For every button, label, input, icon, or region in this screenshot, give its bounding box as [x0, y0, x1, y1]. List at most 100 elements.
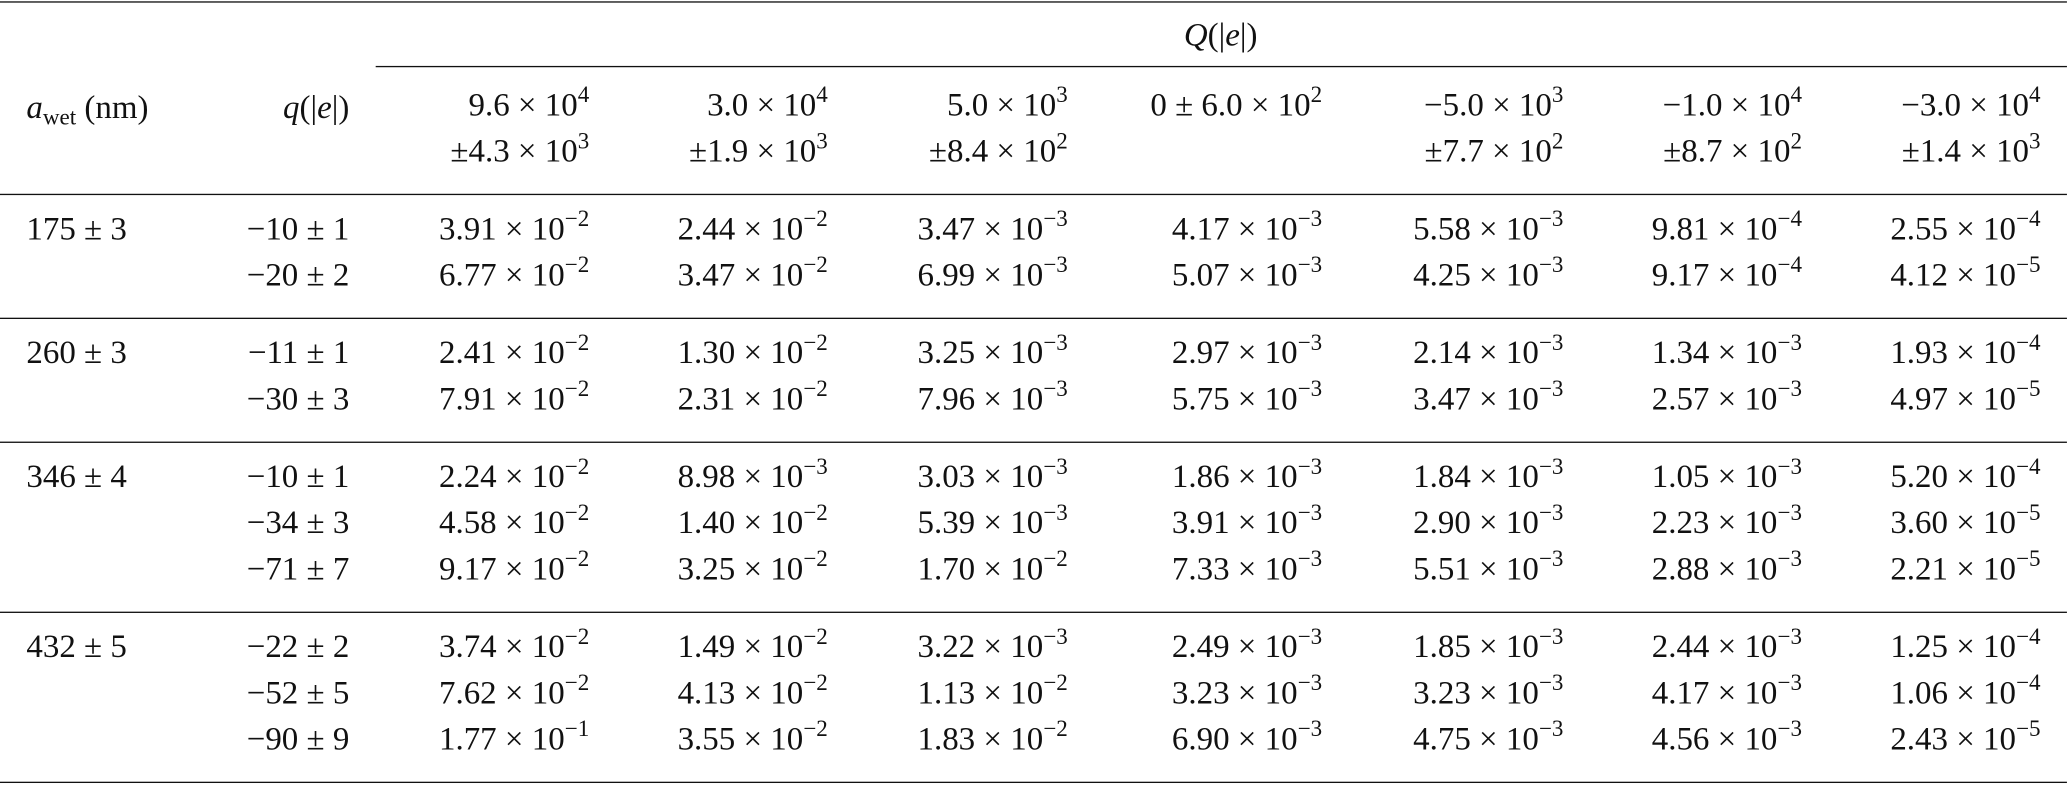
- text-part: 1.49 × 10: [677, 629, 804, 666]
- text-part: −3: [1538, 205, 1564, 232]
- column-header: 3.0 × 104: [707, 83, 828, 122]
- text-part: 4.25 × 10: [1413, 257, 1539, 294]
- text-part: 1.70 × 10: [917, 551, 1044, 588]
- text-part: −3: [1297, 205, 1323, 232]
- text-part: (|: [1207, 17, 1226, 54]
- text-part: −4: [1777, 251, 1802, 278]
- value-cell: 5.75 × 10−3: [1172, 377, 1322, 416]
- text-part: 0 ± 6.0 × 10: [1150, 87, 1311, 124]
- text-part: 2.97 × 10: [1171, 335, 1298, 372]
- text-part: 2.31 × 10: [677, 381, 804, 418]
- text-part: −4: [2016, 453, 2041, 480]
- value-cell: 3.60 × 10−5: [1890, 501, 2040, 540]
- text-part: 3.23 × 10: [1413, 675, 1539, 712]
- value-cell: 6.99 × 10−3: [917, 253, 1067, 294]
- text-part: 4: [1790, 81, 1802, 108]
- text-part: −2: [564, 623, 590, 650]
- text-part: |): [331, 90, 350, 126]
- column-header: 0 ± 6.0 × 102: [1150, 83, 1322, 124]
- text-part: 7.62 × 10: [438, 675, 565, 712]
- text-part: (nm): [76, 90, 149, 126]
- value-cell: 4.58 × 10−2: [439, 501, 589, 540]
- text-part: −3: [1777, 715, 1802, 742]
- text-part: −2: [803, 205, 828, 232]
- value-cell: 3.22 × 10−3: [917, 625, 1067, 664]
- text-part: −2: [564, 545, 590, 572]
- text-part: 2: [1310, 81, 1323, 108]
- column-header: −1.0 × 104: [1663, 83, 1802, 122]
- text-part: 175 ± 3: [26, 211, 127, 248]
- column-header: −3.0 × 104: [1901, 83, 2040, 124]
- value-cell: 3.23 × 10−3: [1413, 671, 1563, 712]
- text-part: −3: [803, 453, 828, 480]
- value-cell: 8.98 × 10−3: [678, 455, 828, 494]
- text-part: −2: [564, 669, 590, 696]
- column-header: ±4.3 × 103: [450, 129, 589, 168]
- text-part: −5: [2016, 715, 2041, 742]
- value-cell: 1.77 × 10−1: [439, 717, 589, 756]
- text-part: 3.25 × 10: [677, 551, 804, 588]
- value-cell: 4.17 × 10−3: [1171, 207, 1322, 248]
- text-part: −5: [2016, 251, 2041, 278]
- text-part: −2: [803, 251, 828, 278]
- text-part: 1.25 × 10: [1890, 629, 2017, 666]
- text-part: 260 ± 3: [26, 335, 127, 372]
- a-wet-header: awet (nm): [26, 90, 149, 129]
- text-part: 6.99 × 10: [917, 257, 1044, 294]
- text-part: −3: [1538, 715, 1564, 742]
- value-cell: 1.86 × 10−3: [1172, 455, 1322, 494]
- text-part: −3.0 × 10: [1901, 87, 2030, 124]
- text-part: −2: [564, 375, 590, 402]
- text-part: 4.17 × 10: [1171, 211, 1298, 248]
- top-rule: [0, 1, 2067, 4]
- text-part: −3: [1297, 545, 1323, 572]
- column-header: ±7.7 × 102: [1425, 129, 1564, 168]
- text-part: −3: [1043, 205, 1068, 232]
- q-value: −34 ± 3: [247, 507, 350, 540]
- value-cell: 5.58 × 10−3: [1413, 207, 1563, 246]
- text-part: 2.14 × 10: [1413, 335, 1539, 372]
- text-part: −3: [1777, 669, 1802, 696]
- text-part: 2.24 × 10: [438, 459, 565, 495]
- q-header: q(|e|): [283, 92, 349, 125]
- value-cell: 1.84 × 10−3: [1413, 455, 1563, 494]
- value-cell: 2.55 × 10−4: [1890, 207, 2040, 246]
- text-part: ±1.4 × 10: [1901, 133, 2030, 170]
- text-part: 3.55 × 10: [677, 721, 804, 758]
- text-part: 3: [2029, 127, 2041, 155]
- value-cell: 3.25 × 10−2: [677, 547, 828, 588]
- text-part: −3: [1777, 545, 1802, 572]
- q-value: −20 ± 2: [247, 259, 350, 292]
- text-part: −3: [1297, 251, 1323, 278]
- value-cell: 2.24 × 10−2: [438, 455, 589, 495]
- text-part: 6.90 × 10: [1171, 721, 1298, 758]
- text-part: 3.74 × 10: [438, 629, 565, 666]
- text-part: 3.47 × 10: [677, 257, 804, 294]
- value-cell: 4.25 × 10−3: [1413, 253, 1563, 294]
- value-cell: 3.74 × 10−2: [438, 625, 589, 666]
- text-part: −11 ± 1: [247, 335, 350, 372]
- value-cell: 2.31 × 10−2: [677, 377, 828, 418]
- text-part: 4.12 × 10: [1890, 257, 2017, 294]
- value-cell: 9.17 × 10−4: [1652, 253, 1802, 292]
- text-part: 9.81 × 10: [1651, 211, 1778, 248]
- text-part: 1.13 × 10: [917, 675, 1044, 712]
- text-part: 3: [1056, 81, 1068, 108]
- text-part: −5.0 × 10: [1424, 87, 1552, 124]
- value-cell: 4.97 × 10−5: [1890, 377, 2040, 416]
- value-cell: 1.13 × 10−2: [917, 671, 1067, 712]
- value-cell: 3.91 × 10−2: [439, 207, 589, 246]
- text-part: ±8.4 × 10: [928, 133, 1057, 170]
- text-part: −3: [1538, 375, 1564, 402]
- value-cell: 2.41 × 10−2: [439, 331, 589, 370]
- text-part: −4: [2016, 329, 2041, 356]
- group-rule: [0, 441, 2067, 444]
- text-part: −3: [1297, 623, 1323, 650]
- text-part: −1: [564, 715, 590, 742]
- text-part: 346 ± 4: [26, 459, 127, 495]
- value-cell: 7.33 × 10−3: [1172, 547, 1322, 586]
- text-part: −34 ± 3: [246, 505, 350, 542]
- value-cell: 1.25 × 10−4: [1890, 625, 2040, 666]
- text-part: −4: [2016, 623, 2041, 650]
